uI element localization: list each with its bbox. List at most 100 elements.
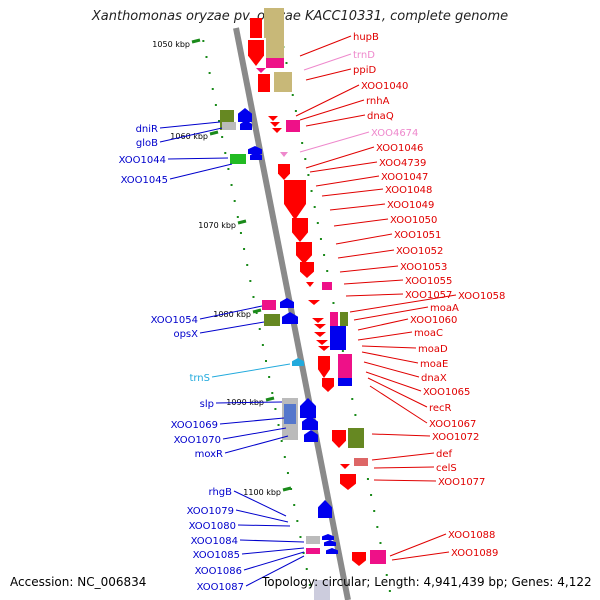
- gene-label[interactable]: moaE: [420, 359, 448, 370]
- gene-label[interactable]: XOO1069: [171, 420, 218, 431]
- gene-label[interactable]: XOO1047: [381, 172, 428, 183]
- gene-chevron: [308, 300, 320, 305]
- gene-label[interactable]: XOO1089: [451, 548, 498, 559]
- gene-label[interactable]: def: [436, 449, 453, 460]
- gene-block: [340, 312, 348, 326]
- label-leader-line: [361, 351, 419, 364]
- gene-label[interactable]: XOO1053: [400, 262, 447, 273]
- gene-label[interactable]: gloB: [136, 138, 158, 149]
- gene-label[interactable]: XOO1048: [385, 185, 432, 196]
- label-leader-line: [357, 318, 409, 331]
- forward-gene-arrow: [332, 430, 346, 448]
- gene-label[interactable]: XOO1054: [151, 315, 198, 326]
- gene-label[interactable]: XOO1044: [119, 155, 166, 166]
- gene-label[interactable]: XOO1058: [458, 291, 505, 302]
- gene-label[interactable]: XOO1052: [396, 246, 443, 257]
- scale-tick-label: 1060 kbp: [170, 132, 208, 141]
- reverse-gene-arrow: [304, 430, 318, 442]
- reverse-gene-arrow: [282, 312, 298, 324]
- label-leader-line: [321, 188, 384, 197]
- gene-block: [330, 312, 338, 326]
- gene-chevron: [306, 282, 314, 287]
- gene-label[interactable]: moaD: [418, 344, 448, 355]
- gene-label[interactable]: recR: [429, 403, 452, 414]
- label-leader-line: [245, 555, 305, 587]
- gene-label[interactable]: XOO1070: [174, 435, 221, 446]
- gene-label[interactable]: XOO1087: [197, 582, 244, 593]
- reverse-gene-arrow: [302, 416, 318, 430]
- gene-label[interactable]: XOO4739: [379, 158, 426, 169]
- label-leader-line: [299, 35, 352, 57]
- gene-label[interactable]: XOO1088: [448, 530, 495, 541]
- gene-label[interactable]: hupB: [353, 32, 379, 43]
- forward-gene-arrow: [322, 378, 334, 392]
- gene-label[interactable]: XOO1055: [405, 276, 452, 287]
- label-leader-line: [169, 163, 233, 180]
- gene-label[interactable]: opsX: [173, 329, 198, 340]
- gene-label[interactable]: moaC: [414, 328, 443, 339]
- gene-label[interactable]: XOO1060: [410, 315, 457, 326]
- reverse-gene-arrow: [240, 120, 252, 130]
- gene-label[interactable]: XOO1046: [376, 143, 423, 154]
- gene-label[interactable]: XOO1072: [432, 432, 479, 443]
- label-leader-line: [159, 127, 223, 143]
- gene-block: [354, 458, 368, 466]
- label-leader-line: [357, 331, 413, 341]
- label-leader-line: [215, 401, 283, 404]
- forward-gene-arrow: [278, 164, 290, 180]
- forward-gene-arrow: [292, 218, 308, 242]
- reverse-gene-arrow: [324, 540, 336, 546]
- gene-label[interactable]: XOO1065: [423, 387, 470, 398]
- gene-label[interactable]: XOO1085: [193, 550, 240, 561]
- label-leaders: [159, 35, 457, 587]
- gene-label[interactable]: XOO1086: [195, 566, 242, 577]
- label-leader-line: [335, 233, 393, 245]
- gene-chevron: [280, 152, 288, 157]
- label-leader-line: [329, 203, 386, 211]
- gene-label[interactable]: ppiD: [353, 65, 376, 76]
- gene-chevron: [312, 318, 324, 323]
- label-leader-line: [199, 305, 263, 320]
- forward-gene-arrow: [248, 40, 264, 66]
- reverse-gene-arrow: [292, 358, 304, 366]
- scale-tick-label: 1050 kbp: [152, 40, 190, 49]
- scale-tick-mark: [265, 396, 275, 402]
- gene-label[interactable]: XOO1077: [438, 477, 485, 488]
- gene-label[interactable]: dniR: [136, 124, 158, 135]
- gene-block: [370, 550, 386, 564]
- label-leader-line: [333, 218, 389, 227]
- forward-gene-arrow: [352, 552, 366, 566]
- gene-label[interactable]: XOO1084: [191, 536, 238, 547]
- label-leader-line: [345, 293, 404, 297]
- label-leader-line: [239, 539, 305, 543]
- gene-label[interactable]: XOO1080: [189, 521, 236, 532]
- label-leader-line: [305, 146, 375, 169]
- gene-label[interactable]: XOO1049: [387, 200, 434, 211]
- gene-label[interactable]: XOO4674: [371, 128, 418, 139]
- gene-label[interactable]: XOO1045: [121, 175, 168, 186]
- gene-label[interactable]: slp: [200, 399, 214, 410]
- label-leader-line: [373, 466, 435, 469]
- gene-label[interactable]: celS: [436, 463, 457, 474]
- scale-tick-mark: [237, 219, 247, 225]
- gene-label[interactable]: trnS: [189, 373, 210, 384]
- gene-label[interactable]: XOO1040: [361, 81, 408, 92]
- label-leader-line: [369, 385, 428, 424]
- gene-label[interactable]: dnaX: [421, 373, 447, 384]
- gene-label[interactable]: XOO1079: [187, 506, 234, 517]
- gene-label[interactable]: dnaQ: [367, 111, 394, 122]
- gene-chevron: [270, 122, 280, 127]
- gene-label[interactable]: moaA: [430, 303, 459, 314]
- label-leader-line: [295, 84, 360, 117]
- label-leader-line: [309, 161, 378, 173]
- gene-label[interactable]: rhgB: [209, 487, 233, 498]
- gene-label[interactable]: XOO1057: [405, 290, 452, 301]
- forward-gene-arrow: [296, 242, 312, 264]
- gene-label[interactable]: trnD: [353, 50, 375, 61]
- gene-label[interactable]: XOO1050: [390, 215, 437, 226]
- gene-label[interactable]: XOO1067: [429, 419, 476, 430]
- label-leader-line: [241, 547, 305, 555]
- gene-label[interactable]: moxR: [195, 449, 223, 460]
- gene-label[interactable]: XOO1051: [394, 230, 441, 241]
- gene-label[interactable]: rnhA: [366, 96, 390, 107]
